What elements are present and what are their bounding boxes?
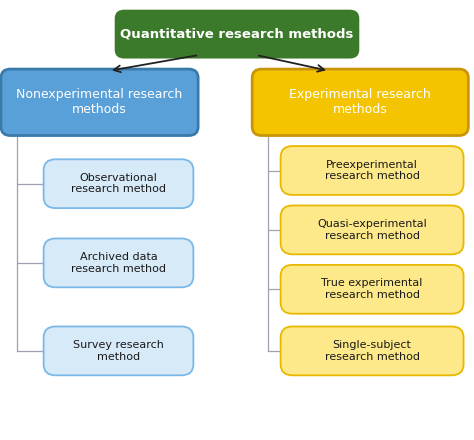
FancyBboxPatch shape	[281, 205, 464, 254]
Text: Quasi-experimental
research method: Quasi-experimental research method	[317, 219, 427, 241]
Text: Preexperimental
research method: Preexperimental research method	[325, 160, 419, 181]
Text: Survey research
method: Survey research method	[73, 340, 164, 362]
Text: Single-subject
research method: Single-subject research method	[325, 340, 419, 362]
FancyBboxPatch shape	[281, 326, 464, 375]
FancyBboxPatch shape	[44, 238, 193, 287]
FancyBboxPatch shape	[281, 265, 464, 314]
Text: True experimental
research method: True experimental research method	[321, 279, 423, 300]
FancyBboxPatch shape	[252, 69, 468, 136]
Text: Experimental research
methods: Experimental research methods	[289, 88, 431, 116]
FancyBboxPatch shape	[281, 146, 464, 195]
FancyBboxPatch shape	[44, 159, 193, 208]
Text: Archived data
research method: Archived data research method	[71, 252, 166, 274]
FancyBboxPatch shape	[1, 69, 198, 136]
Text: Observational
research method: Observational research method	[71, 173, 166, 194]
FancyBboxPatch shape	[115, 10, 359, 59]
FancyBboxPatch shape	[44, 326, 193, 375]
Text: Nonexperimental research
methods: Nonexperimental research methods	[17, 88, 182, 116]
Text: Quantitative research methods: Quantitative research methods	[120, 28, 354, 40]
